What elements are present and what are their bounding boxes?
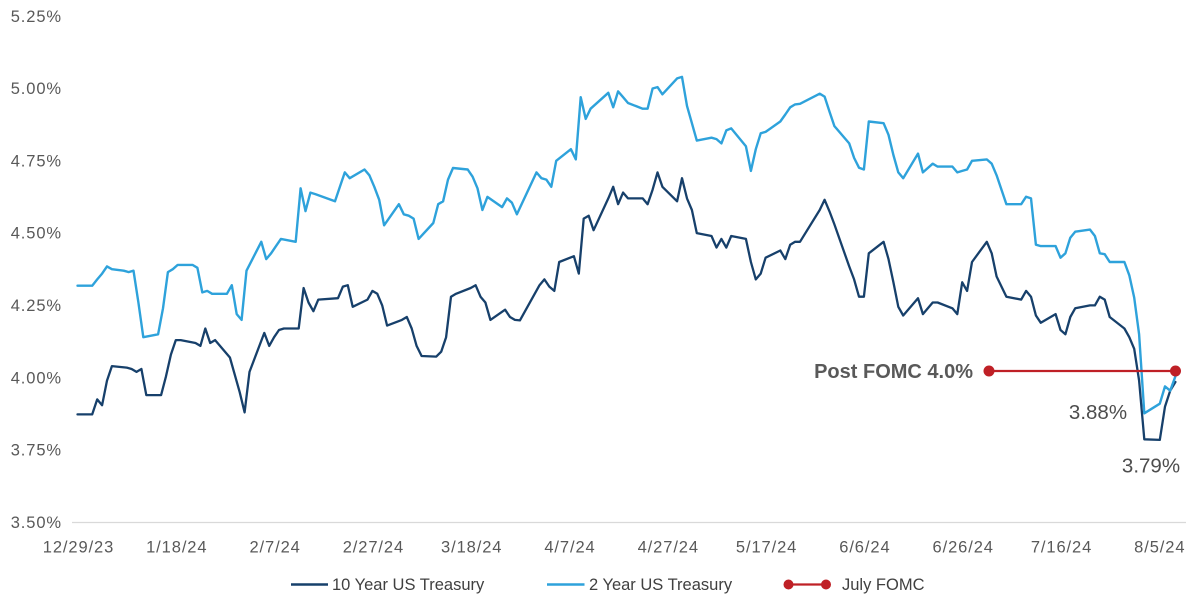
svg-text:3.50%: 3.50%	[11, 514, 62, 532]
svg-text:5.00%: 5.00%	[11, 80, 62, 98]
svg-text:4.25%: 4.25%	[11, 297, 62, 315]
svg-text:4.50%: 4.50%	[11, 225, 62, 243]
svg-text:3.79%: 3.79%	[1122, 455, 1180, 478]
svg-text:5.25%: 5.25%	[11, 8, 62, 26]
svg-text:10 Year US Treasury: 10 Year US Treasury	[332, 576, 485, 594]
svg-text:July FOMC: July FOMC	[842, 576, 925, 594]
svg-text:2 Year US Treasury: 2 Year US Treasury	[589, 576, 733, 594]
svg-text:4.00%: 4.00%	[11, 369, 62, 387]
svg-text:2/27/24: 2/27/24	[343, 539, 404, 557]
svg-text:3.75%: 3.75%	[11, 442, 62, 460]
svg-text:2/7/24: 2/7/24	[249, 539, 300, 557]
svg-text:5/17/24: 5/17/24	[736, 539, 797, 557]
svg-text:4/7/24: 4/7/24	[544, 539, 595, 557]
svg-text:3/18/24: 3/18/24	[441, 539, 502, 557]
svg-text:6/26/24: 6/26/24	[933, 539, 994, 557]
svg-text:4/27/24: 4/27/24	[638, 539, 699, 557]
svg-text:4.75%: 4.75%	[11, 152, 62, 170]
svg-text:6/6/24: 6/6/24	[839, 539, 890, 557]
svg-text:1/18/24: 1/18/24	[146, 539, 207, 557]
svg-text:12/29/23: 12/29/23	[43, 539, 114, 557]
svg-text:7/16/24: 7/16/24	[1031, 539, 1092, 557]
svg-text:3.88%: 3.88%	[1069, 401, 1127, 424]
svg-text:8/5/24: 8/5/24	[1134, 539, 1185, 557]
svg-text:Post FOMC 4.0%: Post FOMC 4.0%	[814, 361, 973, 383]
